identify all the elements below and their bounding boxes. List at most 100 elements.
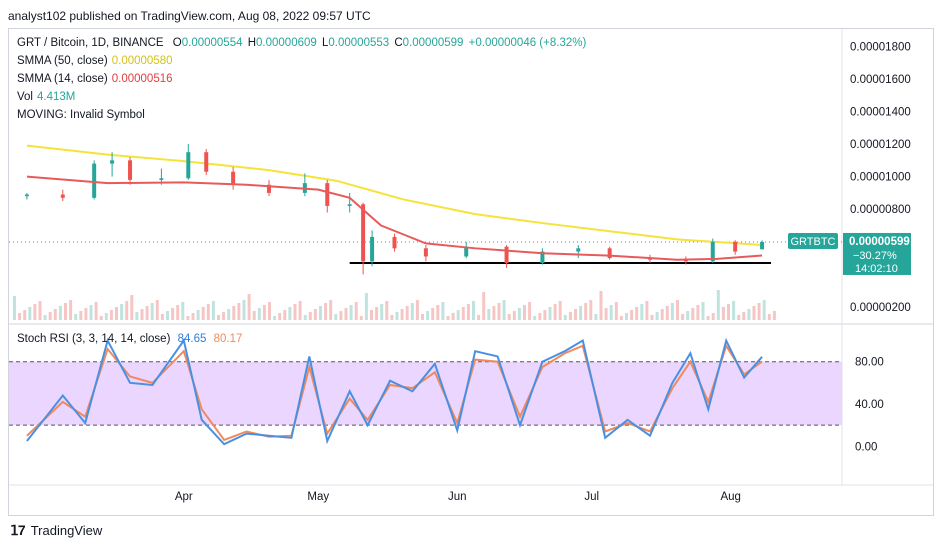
volume-bar (614, 302, 618, 320)
volume-bar (354, 302, 358, 320)
volume-bar (227, 309, 231, 320)
time-tick-label: Jun (448, 491, 467, 503)
legend-smma14-value: 0.00000516 (111, 73, 173, 85)
price-tick-label: 0.00001000 (850, 172, 911, 184)
volume-bar (186, 316, 190, 320)
volume-bar (181, 302, 185, 320)
legend-high-label: H (247, 37, 257, 49)
volume-bar (727, 304, 730, 320)
tradingview-logo-icon: 𝟣7 (10, 522, 26, 538)
legend-smma50-label: SMMA (50, close) (17, 55, 108, 67)
volume-bar (303, 315, 307, 320)
candle-body (347, 204, 352, 206)
price-tick-label: 0.00001400 (850, 106, 911, 118)
volume-bar (324, 303, 328, 320)
volume-bar (140, 309, 144, 320)
volume-bar (711, 313, 715, 320)
volume-bar (716, 290, 720, 320)
candle-body (760, 241, 765, 250)
price-tick-label: 0.00000800 (850, 204, 911, 216)
volume-bar (171, 308, 175, 320)
legend-moving-label: MOVING: Invalid Symbol (17, 109, 145, 121)
time-tick-label: Apr (175, 491, 193, 503)
volume-bar (543, 310, 547, 320)
candle-body (24, 194, 29, 197)
legend-moving-row[interactable]: MOVING: Invalid Symbol (17, 109, 145, 121)
volume-bar (752, 306, 756, 320)
volume-bar (99, 316, 103, 320)
volume-bar (630, 310, 634, 320)
volume-bar (109, 310, 113, 320)
volume-bar (242, 300, 246, 320)
candle-body (607, 248, 612, 259)
volume-bar (74, 314, 78, 320)
volume-bar (732, 301, 736, 320)
volume-bar (115, 307, 118, 320)
price-badge (843, 232, 911, 275)
legend-stoch-k: 84.65 (177, 333, 207, 345)
volume-bar (512, 311, 516, 320)
volume-bar (104, 313, 108, 320)
volume-bar (446, 316, 450, 320)
candle-body (231, 171, 236, 185)
volume-bar (461, 307, 465, 320)
price-tick-label: 0.00001600 (850, 74, 911, 86)
volume-bar (635, 307, 639, 320)
volume-bar (431, 308, 435, 320)
rsi-tick-label: 40.00 (855, 399, 884, 411)
volume-bar (625, 313, 628, 320)
candle-body (423, 248, 428, 257)
volume-bar (466, 304, 470, 320)
volume-bar (721, 307, 725, 320)
volume-bar (563, 315, 567, 320)
volume-bar (579, 306, 583, 320)
footer[interactable]: 𝟣7 TradingView (10, 522, 102, 539)
candle-body (361, 204, 366, 262)
candle-body (60, 194, 65, 198)
volume-bar (268, 302, 271, 320)
smma50-line (26, 144, 763, 247)
volume-bar (349, 305, 353, 320)
volume-bar (451, 313, 455, 320)
volume-bar (176, 305, 180, 320)
volume-bar (339, 311, 343, 320)
volume-bar (293, 304, 297, 320)
volume-bar (533, 316, 537, 320)
volume-bar (609, 305, 613, 320)
volume-bar (252, 311, 256, 320)
candle-body (733, 241, 738, 252)
legend-smma50-value: 0.00000580 (111, 55, 173, 67)
volume-bar (201, 307, 205, 320)
volume-bar (640, 304, 644, 320)
volume-bar (344, 308, 348, 320)
volume-bar (135, 312, 139, 320)
volume-bar (308, 312, 312, 320)
volume-bar (421, 314, 424, 320)
time-tick-label: May (307, 491, 329, 503)
smma14-line (26, 175, 763, 261)
volume-bar (390, 315, 394, 320)
legend-smma14-row[interactable]: SMMA (14, close) 0.00000516 (17, 73, 173, 85)
volume-bar (43, 315, 47, 320)
legend-close-label: C (394, 37, 403, 49)
volume-bar (441, 302, 445, 320)
stoch-k-line (26, 337, 763, 446)
legend-vol-value: 4.413M (37, 91, 76, 103)
legend-stoch-row[interactable]: Stoch RSI (3, 3, 14, 14, close) 84.65 80… (17, 333, 242, 345)
volume-bar (517, 308, 521, 320)
legend-symbol[interactable]: GRT / Bitcoin, 1D, BINANCE (17, 37, 164, 49)
candle-body (266, 184, 271, 193)
legend-vol-row[interactable]: Vol 4.413M (17, 91, 75, 103)
volume-bar (681, 314, 685, 320)
volume-bar (410, 303, 414, 320)
volume-bar (359, 316, 363, 320)
volume-bar (492, 306, 496, 320)
legend-smma50-row[interactable]: SMMA (50, close) 0.00000580 (17, 55, 173, 67)
volume-bar (13, 296, 16, 320)
volume-bar (650, 315, 654, 320)
volume-bar (329, 300, 333, 320)
volume-bar (772, 311, 776, 320)
volume-bar (665, 306, 669, 320)
rsi-tick-label: 80.00 (855, 357, 884, 369)
